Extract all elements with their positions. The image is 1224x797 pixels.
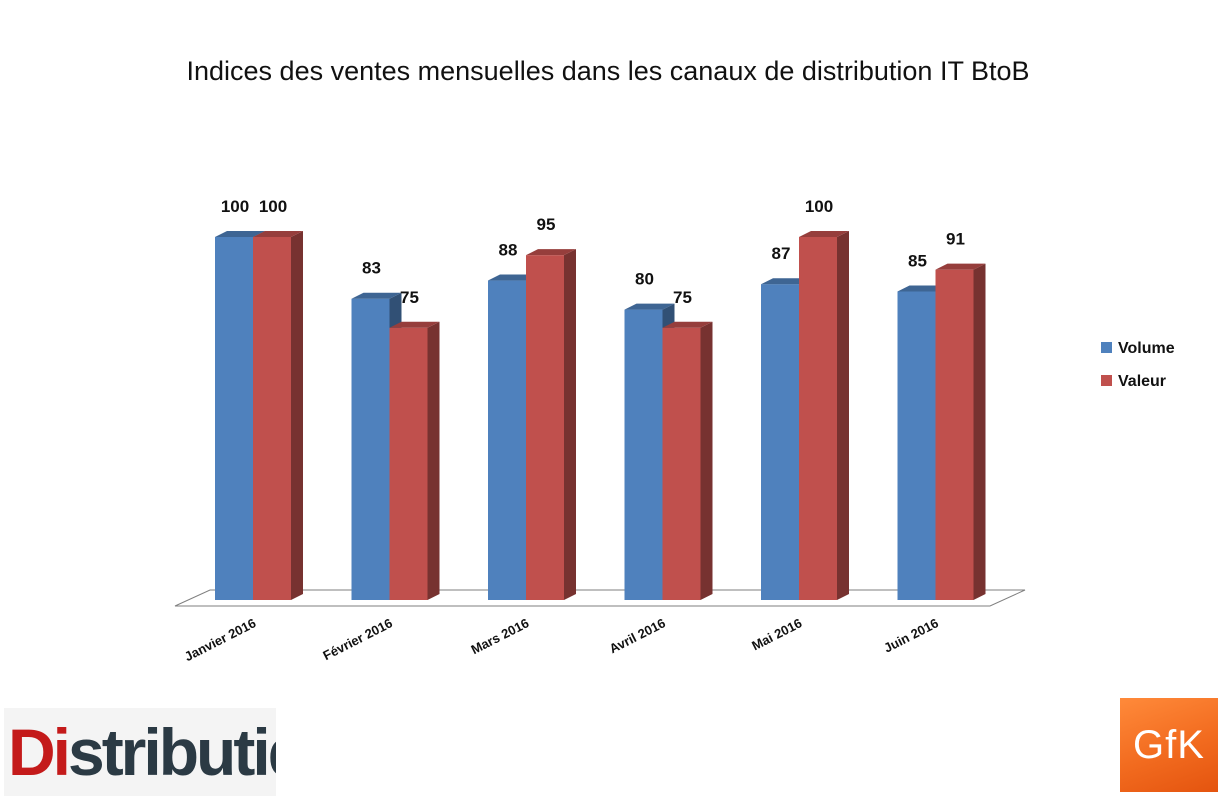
value-label-valeur-2: 75 (400, 288, 419, 307)
value-label-volume-1: 100 (221, 197, 249, 216)
value-label-valeur-1: 100 (259, 197, 287, 216)
category-labels: Janvier 2016 Février 2016 Mars 2016 Avril 2… (182, 615, 941, 664)
value-label-volume-4: 80 (635, 270, 654, 289)
legend-swatch-valeur (1101, 375, 1112, 386)
bar-valeur-3 (526, 249, 576, 600)
category-label-4: Avril 2016 (607, 615, 668, 656)
value-label-valeur-6: 91 (946, 230, 965, 249)
category-label-6: Juin 2016 (881, 615, 941, 655)
category-label-3: Mars 2016 (469, 615, 532, 657)
value-labels: 100 100 83 75 88 95 80 75 87 100 85 91 (221, 197, 965, 307)
legend-swatch-volume (1101, 342, 1112, 353)
bar-valeur-5 (799, 231, 849, 600)
value-label-volume-3: 88 (499, 241, 518, 260)
distributique-logo: Distributique (4, 708, 276, 796)
category-label-1: Janvier 2016 (182, 615, 258, 664)
bar-valeur-2 (389, 321, 440, 600)
legend-label-volume: Volume (1118, 340, 1175, 357)
category-label-5: Mai 2016 (749, 615, 804, 653)
bar-valeur-6 (935, 263, 986, 600)
bar-valeur-1 (253, 231, 303, 600)
value-label-volume-5: 87 (772, 244, 791, 263)
legend-label-valeur: Valeur (1118, 373, 1166, 390)
bar-valeur-4 (662, 321, 713, 600)
value-label-valeur-5: 100 (805, 197, 833, 216)
category-label-2: Février 2016 (320, 615, 394, 663)
value-label-valeur-3: 95 (537, 215, 556, 234)
value-label-volume-2: 83 (362, 259, 381, 278)
gfk-logo: GfK (1120, 698, 1218, 792)
bars (215, 231, 986, 600)
legend: Volume Valeur (1101, 340, 1175, 390)
value-label-valeur-4: 75 (673, 288, 692, 307)
chart-title: Indices des ventes mensuelles dans les c… (187, 56, 1030, 86)
value-label-volume-6: 85 (908, 251, 927, 270)
